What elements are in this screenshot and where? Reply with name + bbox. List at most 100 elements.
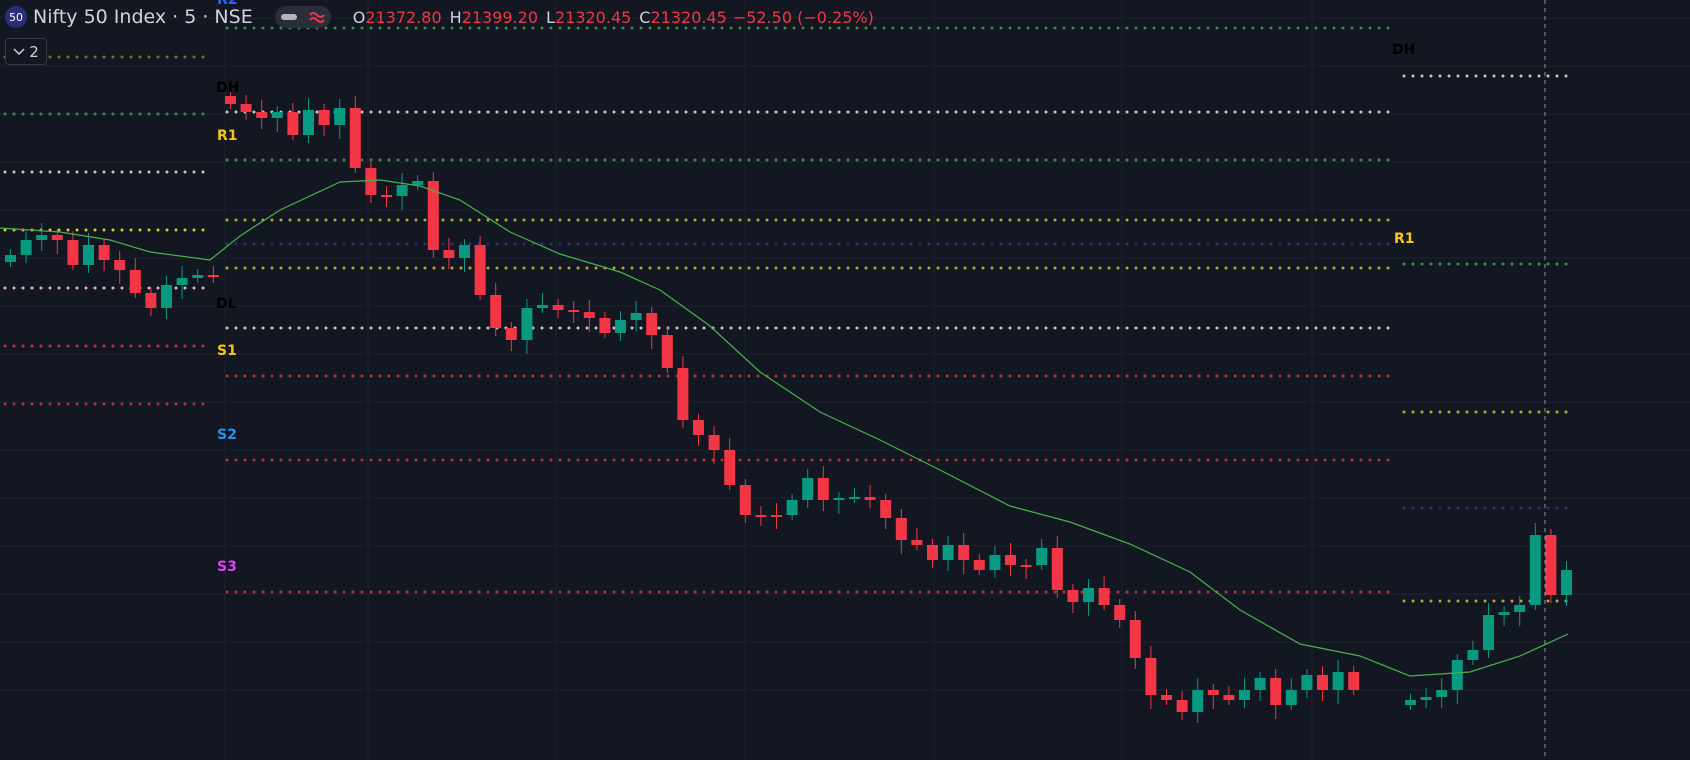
candle-body [20,240,32,255]
candle-body [427,181,439,250]
ohlc-item: H21399.20 [450,8,538,27]
candle-body [1529,535,1541,605]
candle-body [443,250,455,258]
candle-body [1405,700,1416,705]
candle-body [505,328,517,340]
candle-body [1436,690,1448,697]
candle-body [287,112,299,135]
candle-body [1467,650,1479,660]
level-label: S3 [217,559,237,575]
candle-body [1545,535,1557,595]
candle-body [381,195,392,197]
ohlc-value: 21399.20 [461,7,539,27]
candle-body [318,110,330,125]
candle-body [490,295,502,328]
level-label: R2 [217,0,238,8]
level-label: R1 [217,128,238,144]
candle-body [192,275,204,278]
ohlc-key: C [639,7,651,27]
ohlc-value: 21320.45 [650,7,727,27]
candle-body [1192,690,1204,712]
candle-body [5,255,16,262]
candle-body [958,545,970,560]
candle-body [1223,695,1235,700]
candle-body [303,110,314,135]
candle-body [1561,570,1572,595]
candle-body [474,245,486,295]
candle-body [646,313,658,335]
candle-body [459,245,470,258]
candle-body [334,108,346,125]
candle-body [161,285,172,308]
toggle-pill[interactable] [274,6,331,28]
icon [308,12,325,23]
candle-body [1332,672,1344,690]
candle-body [771,515,782,517]
candle-body [989,555,1001,570]
icon [280,14,297,20]
candle-body [630,313,642,320]
indicator-toggle[interactable]: 2 [5,38,47,65]
candle-body [1483,615,1494,650]
candle-body [1348,672,1360,690]
candle-body [1498,612,1510,615]
indicator-count: 2 [29,42,39,61]
ohlc-key: O [352,7,366,27]
candle-body [114,260,126,270]
candle-body [129,270,141,293]
candle-body [1051,548,1063,590]
candle-body [786,500,798,515]
candle-body [1036,548,1048,565]
candle-body [145,293,157,308]
ema-line [0,179,1569,677]
candle-body [412,181,424,185]
candle-body [755,515,767,517]
candle-body [176,278,188,285]
candle-body [552,305,564,310]
level-label: R1 [1394,231,1415,247]
candle-body [833,498,845,500]
candle-body [240,104,252,112]
candle-body [1254,678,1266,690]
candle-body [864,497,876,500]
level-label: S1 [217,343,237,359]
candle-body [942,545,954,560]
level-label: S2 [217,427,237,443]
symbol-badge[interactable]: 50 [5,6,27,28]
ohlc-key: H [449,7,462,27]
candle-body [1207,690,1219,695]
candle-body [349,108,361,168]
candle-body [225,96,236,104]
candle-body [1420,697,1432,700]
candle-body [739,485,751,515]
candle-body [802,478,814,500]
candle-body [927,545,938,560]
candle-body [256,112,268,118]
candle-body [693,420,704,435]
icon [13,47,25,55]
candle-body [98,245,110,260]
level-label: DL [216,296,237,312]
candle-body [1161,695,1172,700]
symbol-title[interactable]: Nifty 50 Index · 5 · NSE [33,6,253,28]
ohlc-item: C21320.45 [639,8,727,27]
candle-body [724,450,736,485]
candle-body [1083,588,1094,602]
ohlc-value: 21372.80 [365,7,442,27]
candle-body [895,518,907,540]
candle-body [1317,675,1328,690]
candle-body [911,540,923,545]
candle-body [1285,690,1297,705]
level-label: DH [1392,42,1416,58]
level-label: DH [216,80,240,96]
candle-body [396,185,408,196]
candle-body [1176,700,1188,712]
candle-body [1005,555,1016,565]
candle-body [661,335,673,368]
candle-body [1020,565,1032,567]
candle-body [677,368,689,420]
candle-body [36,235,48,240]
candle-body [568,310,580,312]
candle-body [1270,678,1282,705]
candle-body [1114,605,1126,620]
